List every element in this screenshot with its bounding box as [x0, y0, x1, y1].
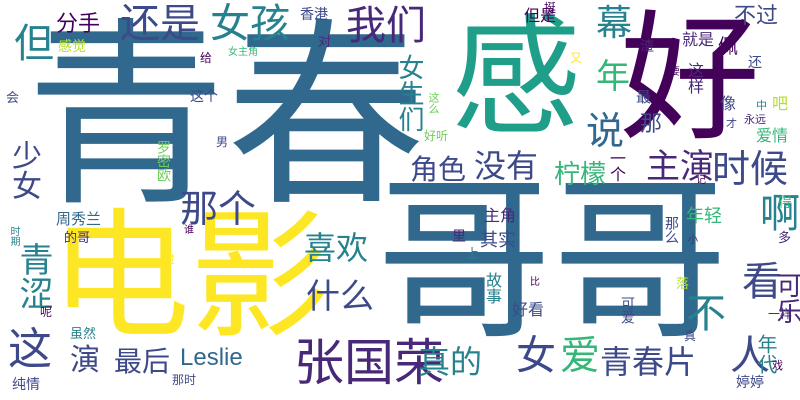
- word-yao: 要: [670, 67, 680, 78]
- word-zhangguorong: 张国荣: [294, 334, 444, 392]
- word-suiran: 虽然: [70, 327, 97, 342]
- word-shiqi: 时期: [8, 226, 19, 246]
- word-bu: 不: [686, 291, 726, 337]
- word-yiyang: 一样: [768, 307, 793, 321]
- word-you: 又: [570, 51, 583, 65]
- word-haokan: 好看: [512, 300, 545, 319]
- word-ba: 吧: [772, 94, 789, 113]
- word-dege: 的哥: [64, 231, 91, 246]
- word-nashi: 那时: [172, 373, 197, 387]
- word-xi: 戏: [772, 359, 783, 372]
- word-zhege: 这个: [190, 89, 218, 105]
- word-a: 啊: [760, 191, 800, 237]
- word-nage: 那个: [180, 187, 257, 231]
- word-shihou: 时候: [712, 147, 789, 191]
- word-guo: 过: [164, 253, 175, 266]
- word-haoting: 好听: [424, 129, 449, 143]
- word-dan: 但: [14, 21, 54, 67]
- word-qishi: 其实: [480, 230, 516, 251]
- word-zheme: 这么: [427, 92, 440, 114]
- word-zhende: 真的: [418, 343, 483, 381]
- word-yan: 演: [70, 343, 100, 378]
- word-xihuan: 喜欢: [304, 229, 369, 267]
- word-danshi: 但是: [524, 6, 557, 25]
- word-bi: 比: [530, 277, 540, 288]
- word-nvshengmen: 女生们: [394, 54, 424, 132]
- word-nv: 女: [516, 333, 556, 379]
- word-nuhai: 女孩: [210, 1, 290, 47]
- word-yige: 一个: [607, 150, 626, 182]
- word-keai: 可爱: [619, 296, 635, 324]
- word-zhen: 真: [684, 329, 697, 343]
- word-hui: 会: [6, 91, 20, 106]
- word-kan: 看: [742, 259, 782, 305]
- word-na: 那: [640, 112, 663, 137]
- word-gushi: 故事: [483, 272, 502, 304]
- word-gei: 给: [200, 51, 213, 65]
- word-shenme: 什么: [306, 277, 374, 317]
- word-li: 里: [452, 229, 466, 245]
- word-cai: 才: [726, 117, 737, 130]
- word-buguo: 不过: [734, 4, 779, 29]
- word-zheyang: 这样: [685, 62, 704, 94]
- word-zhouxiulan: 周秀兰: [56, 210, 102, 228]
- word-luo: 落: [676, 277, 690, 292]
- word-fenshou: 分手: [56, 12, 101, 37]
- word-aiqing: 爱情: [756, 126, 789, 145]
- word-xiao: 小: [688, 235, 698, 246]
- word-zuihou: 最后: [114, 345, 171, 378]
- word-shuo: 说: [586, 109, 625, 153]
- word-ne: 呢: [40, 305, 53, 319]
- word-ting: 挺: [544, 1, 557, 15]
- word-nianqing: 年轻: [686, 206, 722, 227]
- word-nian: 年: [596, 57, 630, 97]
- word-zui: 最: [636, 88, 652, 106]
- word-zhong: 中: [756, 99, 767, 112]
- word-shaonv: 少女: [6, 140, 41, 200]
- word-shui: 谁: [184, 225, 194, 236]
- word-xiang: 像: [720, 94, 737, 113]
- word-pei: 佩: [718, 34, 738, 58]
- word-ren: 人: [730, 333, 770, 379]
- word-hai: 还: [748, 55, 762, 71]
- word-gan: 感: [429, 8, 581, 138]
- word-zhujiao: 主角: [484, 206, 517, 225]
- word-haishi: 还是: [120, 1, 200, 47]
- word-women: 我们: [346, 3, 426, 49]
- word-zhe: 这: [8, 324, 52, 375]
- word-hao: 好: [620, 0, 761, 161]
- word-zha: 渣: [640, 39, 654, 55]
- word-niandai: 年代: [754, 334, 778, 374]
- word-ningmeng: 柠檬: [554, 160, 607, 190]
- word-nvzhujiao: 女主角: [228, 47, 258, 58]
- word-yongyuan: 永远: [744, 113, 766, 126]
- word-zhuyan: 主演: [646, 147, 714, 187]
- word-gege: 哥哥: [376, 159, 729, 364]
- word-chunqing: 纯情: [12, 377, 40, 393]
- word-leslie: Leslie: [180, 344, 243, 371]
- word-ai: 爱: [560, 333, 600, 379]
- word-name: 那么: [663, 216, 679, 244]
- word-ganjue: 感觉: [58, 39, 86, 55]
- word-dui: 对: [318, 35, 332, 50]
- word-kele: 可乐: [772, 272, 800, 324]
- word-jiushi: 就是: [682, 30, 715, 49]
- word-juese: 角色: [410, 153, 467, 186]
- word-meiyou: 没有: [474, 147, 539, 185]
- word-nan: 男: [216, 135, 229, 149]
- word-qingchun: 青春: [26, 1, 427, 234]
- word-luomiou: 罗密欧: [155, 140, 171, 182]
- word-qingse: 青涩: [13, 242, 53, 310]
- word-duo: 多: [778, 231, 792, 246]
- word-mu: 幕: [596, 3, 633, 44]
- word-ji: 记: [696, 175, 706, 186]
- word-de: 得: [778, 195, 792, 211]
- word-xianggang: 香港: [300, 7, 328, 23]
- word-shang: 上: [466, 247, 480, 262]
- word-tingting: 婷婷: [736, 375, 764, 391]
- word-dianying: 电影: [50, 196, 331, 359]
- word-qingchunpian: 青春片: [600, 343, 697, 381]
